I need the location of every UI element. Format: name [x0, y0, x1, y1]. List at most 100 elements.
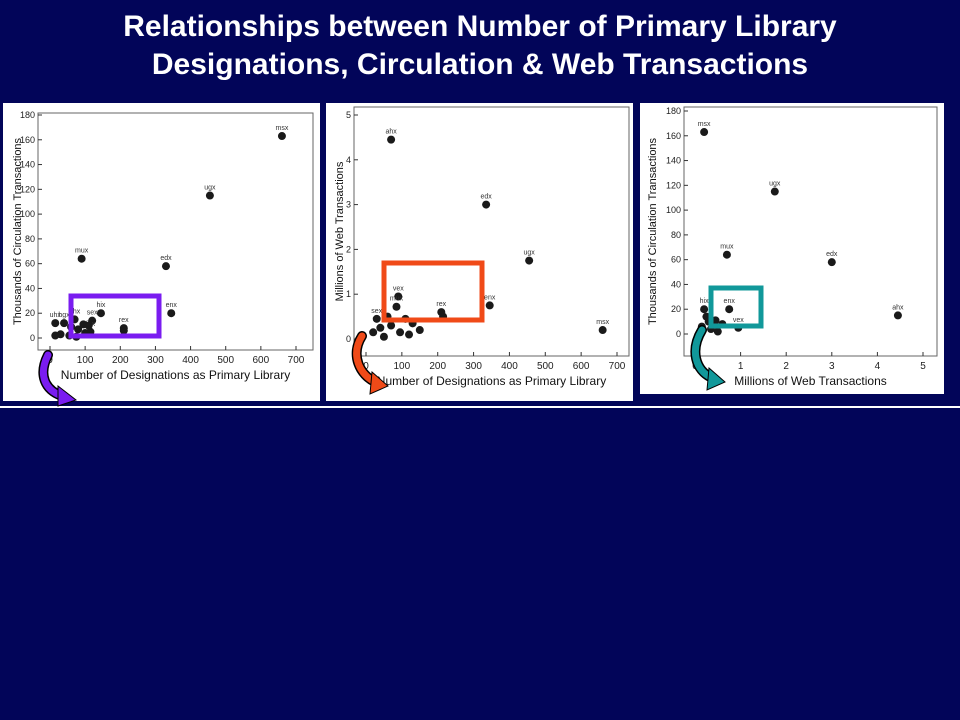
data-point-enx [725, 305, 734, 314]
y-tick-label: 0 [30, 333, 35, 343]
plot-frame [37, 112, 314, 351]
data-point [72, 332, 81, 341]
x-tick-label: 5 [920, 361, 926, 372]
y-tick-label: 60 [25, 259, 35, 269]
data-label-msx: msx [276, 125, 289, 132]
data-point-edx [482, 200, 491, 209]
data-label-mux: mux [390, 296, 404, 303]
y-axis-label: Thousands of Circulation Transactions [12, 137, 24, 325]
data-label-vex: vex [733, 317, 744, 324]
data-point-hix [700, 305, 709, 314]
y-tick-label: 140 [20, 160, 35, 170]
x-tick-label: 500 [537, 361, 554, 372]
y-tick-label: 20 [671, 304, 681, 314]
data-point-uhx [51, 319, 60, 328]
x-tick-label: 200 [429, 361, 446, 372]
y-tick-label: 180 [666, 106, 681, 116]
data-label-vex: vex [393, 285, 404, 292]
data-label-mux: mux [720, 244, 734, 251]
x-tick-label: 200 [112, 355, 129, 366]
data-label-ugx: ugx [524, 250, 536, 257]
data-label-rex: rex [119, 317, 129, 324]
x-tick-label: 600 [573, 361, 590, 372]
data-point [439, 312, 448, 321]
data-label-uhx: uhx [50, 312, 62, 319]
data-label-sex: sex [371, 308, 382, 315]
y-axis-label: Millions of Web Transactions [334, 161, 346, 301]
x-tick-label: 2 [783, 361, 789, 372]
data-label-edx: edx [160, 255, 172, 262]
data-point-msx [598, 326, 607, 335]
data-label-ugx: ugx [769, 181, 781, 188]
data-label-rex: rex [436, 301, 446, 308]
plot-frame [353, 106, 630, 357]
data-point [408, 319, 417, 328]
y-axis-label: Thousands of Circulation Transactions [647, 137, 659, 325]
data-label-enx: enx [166, 302, 178, 309]
y-tick-label: 160 [20, 135, 35, 145]
data-label-sex: sex [87, 310, 98, 317]
data-point [51, 331, 60, 340]
data-point [711, 316, 720, 325]
y-tick-label: 100 [666, 205, 681, 215]
data-label-ugx: ugx [204, 185, 216, 192]
y-tick-label: 80 [671, 230, 681, 240]
data-label-msx: msx [698, 121, 711, 128]
data-point-ugx [205, 191, 214, 200]
data-point-ugx [770, 187, 779, 196]
x-axis-label: Number of Designations as Primary Librar… [377, 374, 606, 388]
divider-line [0, 406, 960, 408]
x-tick-label: 300 [147, 355, 164, 366]
y-tick-label: 180 [20, 110, 35, 120]
x-tick-label: 0 [692, 361, 698, 372]
data-point-mux [722, 250, 731, 259]
x-tick-label: 300 [465, 361, 482, 372]
data-label-ahx: ahx [892, 304, 904, 311]
y-tick-label: 3 [346, 200, 351, 210]
y-tick-label: 40 [671, 279, 681, 289]
data-point-enx [485, 301, 494, 310]
data-point-enx [167, 309, 176, 318]
y-tick-label: 4 [346, 155, 351, 165]
data-point [383, 312, 392, 321]
data-point [704, 317, 713, 326]
data-point-vex [734, 323, 743, 332]
data-label-hix: hix [700, 298, 709, 305]
data-point [713, 327, 722, 336]
data-point [396, 328, 405, 337]
y-tick-label: 0 [346, 334, 351, 344]
data-point-mux [77, 254, 86, 263]
data-point-edx [161, 262, 170, 271]
x-tick-label: 700 [609, 361, 626, 372]
data-point [65, 331, 74, 340]
data-point-ugx [525, 256, 534, 265]
y-tick-label: 20 [25, 308, 35, 318]
data-point-ahx [387, 135, 396, 144]
data-point-mux [392, 302, 401, 311]
scatter-plot-designations-vs-circulation: 0 20 40 60 80 100 120 140 160 180 0 100 200 300 400 500… [12, 110, 314, 382]
data-label-msx: msx [596, 319, 609, 326]
data-point-hix [96, 309, 105, 318]
x-tick-label: 400 [182, 355, 199, 366]
data-label-hgx: hgx [58, 312, 70, 319]
x-tick-label: 0 [363, 361, 369, 372]
x-tick-label: 600 [253, 355, 270, 366]
x-axis-label: Millions of Web Transactions [734, 374, 887, 388]
chart-panel-web-vs-circulation: 0 20 40 60 80 100 120 140 160 180 0 1 2 3 4 5 Millions o… [640, 103, 944, 394]
data-label-ahx: ahx [69, 308, 81, 315]
data-label-mux: mux [75, 248, 89, 255]
y-tick-label: 160 [666, 131, 681, 141]
y-tick-label: 100 [20, 209, 35, 219]
data-label-edx: edx [480, 194, 492, 201]
slide-title-line2: Designations, Circulation & Web Transact… [151, 48, 809, 81]
chart-panel-designations-vs-web: 0 1 2 3 4 5 0 100 200 300 400 500 600 700 Number of De… [326, 103, 633, 401]
data-point [376, 323, 385, 332]
plot-frame [683, 106, 938, 357]
x-tick-label: 100 [394, 361, 411, 372]
y-tick-label: 1 [346, 289, 351, 299]
data-point [695, 328, 704, 337]
data-point-hgx [60, 319, 69, 328]
y-tick-label: 2 [346, 244, 351, 254]
data-point [401, 314, 410, 323]
data-point [387, 321, 396, 330]
